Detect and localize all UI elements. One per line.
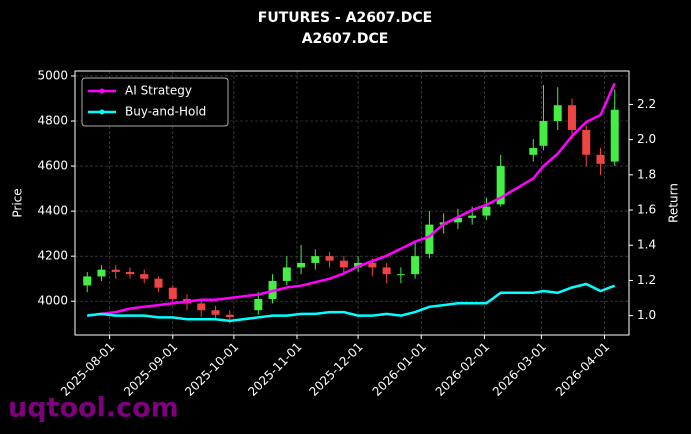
candle — [529, 139, 538, 162]
y-axis-label: Price — [11, 188, 25, 217]
candle-body — [567, 105, 576, 131]
candle — [482, 197, 491, 221]
x-tick-label: 2025-08-01 — [58, 340, 117, 399]
candle-body — [140, 274, 149, 279]
candle — [396, 267, 405, 284]
candle-body — [225, 314, 234, 317]
candle — [168, 285, 177, 304]
candle-body — [154, 278, 163, 288]
legend-marker — [99, 88, 105, 94]
candle — [197, 298, 206, 317]
legend: AI Strategy Buy-and-Hold — [81, 77, 229, 127]
series-line — [87, 82, 616, 317]
x-tick-label: 2025-09-01 — [121, 340, 180, 399]
candle-body — [610, 109, 619, 162]
y-tick-label: 4600 — [37, 159, 68, 173]
x-tick-label: 2025-11-01 — [245, 340, 304, 399]
candle — [282, 256, 291, 286]
candle — [154, 276, 163, 293]
y2-tick-label: 1.0 — [637, 308, 656, 322]
plot-frame — [74, 70, 630, 336]
y-tick-label: 4800 — [37, 114, 68, 128]
candle-body — [197, 303, 206, 311]
candle-body — [168, 287, 177, 299]
legend-label: AI Strategy — [125, 84, 192, 98]
candle-body — [553, 105, 562, 122]
chart-title: FUTURES - A2607.DCE — [258, 10, 432, 26]
candle-body — [468, 215, 477, 218]
y-tick-label: 4200 — [37, 249, 68, 263]
y2-axis-label: Return — [667, 183, 681, 223]
candle — [211, 305, 220, 320]
candle-body — [425, 224, 434, 254]
legend-box — [81, 77, 229, 127]
candle — [268, 274, 277, 304]
y2-tick-label: 2.0 — [637, 132, 656, 146]
candle-body — [453, 217, 462, 223]
candle-body — [539, 121, 548, 146]
candle-body — [396, 274, 405, 276]
candle — [83, 271, 92, 293]
candle — [325, 251, 334, 268]
candle-body — [254, 298, 263, 311]
chart-subtitle: A2607.DCE — [302, 31, 389, 47]
candle — [125, 267, 134, 279]
candle — [311, 249, 320, 270]
candle-body — [297, 262, 306, 268]
y-tick-label: 4000 — [37, 294, 68, 308]
candle — [453, 208, 462, 230]
candle — [610, 89, 619, 167]
candle — [140, 269, 149, 284]
legend-marker — [99, 109, 105, 115]
candle-body — [282, 267, 291, 281]
candle — [254, 292, 263, 315]
candle-body — [211, 310, 220, 315]
candle — [111, 265, 120, 279]
y2-tick-label: 1.2 — [637, 273, 656, 287]
x-tick-label: 2026-03-01 — [490, 340, 549, 399]
y2-tick-label: 1.6 — [637, 203, 656, 217]
candle-body — [496, 166, 505, 205]
watermark: uqtool.com — [8, 393, 179, 424]
candle-body — [111, 269, 120, 272]
candle-body — [368, 262, 377, 268]
candle-body — [582, 130, 591, 155]
candle-body — [529, 148, 538, 155]
candle — [297, 244, 306, 275]
candle — [382, 262, 391, 284]
candle — [582, 125, 591, 167]
legend-label: Buy-and-Hold — [125, 105, 206, 119]
x-tick-label: 2026-02-01 — [433, 340, 492, 399]
candle-body — [482, 206, 491, 216]
candle — [596, 148, 605, 176]
candle-body — [411, 256, 420, 275]
candle — [411, 242, 420, 279]
x-tick-label: 2025-10-01 — [182, 340, 241, 399]
candle — [339, 256, 348, 275]
candle-body — [97, 269, 106, 277]
candle — [553, 87, 562, 131]
candle-body — [311, 256, 320, 263]
x-tick-label: 2026-01-01 — [370, 340, 429, 399]
y-tick-label: 5000 — [37, 68, 68, 82]
candle-body — [382, 267, 391, 275]
candle-body — [125, 271, 134, 275]
candle — [539, 84, 548, 151]
y2-tick-label: 2.2 — [637, 97, 656, 111]
candle — [567, 98, 576, 140]
candle-body — [339, 260, 348, 268]
candle-body — [596, 154, 605, 164]
y2-tick-label: 1.4 — [637, 238, 656, 252]
y2-tick-label: 1.8 — [637, 167, 656, 181]
candle — [97, 265, 106, 281]
x-tick-label: 2025-12-01 — [306, 340, 365, 399]
candle-body — [83, 276, 92, 286]
x-tick-label: 2026-04-01 — [553, 340, 612, 399]
candle-body — [325, 256, 334, 261]
y-tick-label: 4400 — [37, 204, 68, 218]
series-line — [87, 282, 616, 323]
